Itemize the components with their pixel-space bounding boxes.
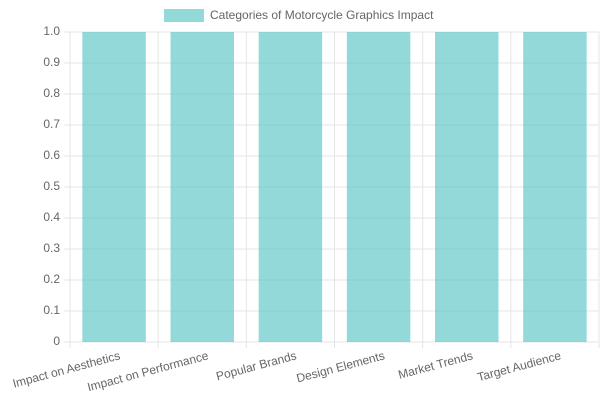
y-tick-label: 0.6 — [43, 148, 60, 162]
x-tick-label: Market Trends — [397, 348, 475, 381]
bar — [82, 32, 146, 342]
bar — [258, 32, 323, 342]
bar — [435, 32, 499, 342]
y-tick-label: 1.0 — [43, 24, 60, 38]
y-tick-label: 0.8 — [43, 86, 60, 100]
legend-swatch — [164, 9, 204, 22]
x-tick-label: Target Audience — [476, 348, 563, 384]
y-tick-label: 0.3 — [43, 241, 60, 255]
legend-label: Categories of Motorcycle Graphics Impact — [210, 8, 434, 22]
y-tick-label: 0.9 — [43, 55, 60, 69]
y-tick-label: 0.7 — [43, 117, 60, 131]
y-tick-label: 0.1 — [43, 303, 60, 317]
y-tick-label: 0 — [53, 334, 60, 348]
y-tick-label: 0.4 — [43, 210, 60, 224]
bar — [523, 32, 587, 342]
x-tick-label: Design Elements — [295, 348, 386, 385]
x-tick-label: Popular Brands — [214, 348, 298, 383]
y-tick-label: 0.2 — [43, 272, 60, 286]
y-tick-label: 0.5 — [43, 179, 60, 193]
bar — [346, 32, 411, 342]
bar — [170, 32, 234, 342]
